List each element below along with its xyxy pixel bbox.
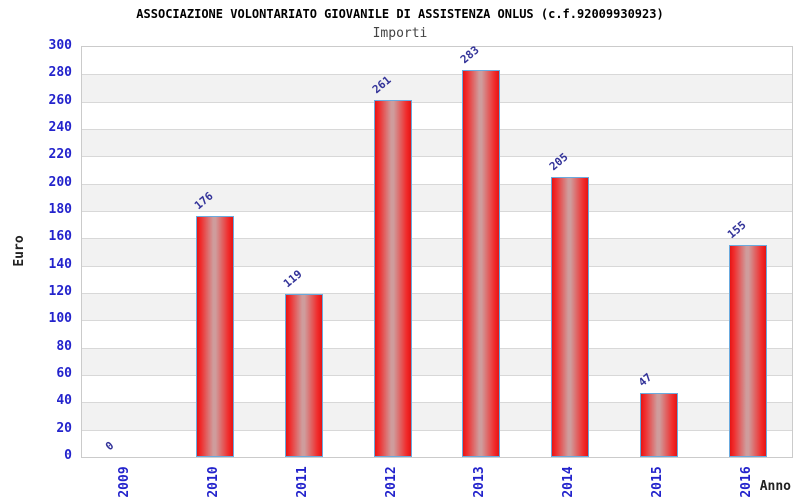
bar — [373, 100, 412, 457]
bar — [196, 216, 235, 457]
x-axis-label: Anno — [759, 479, 791, 494]
gridline — [82, 238, 792, 239]
gridline — [82, 293, 792, 294]
y-tick-label: 80 — [56, 338, 72, 354]
y-tick-label: 40 — [56, 393, 72, 409]
y-tick-label: 300 — [48, 38, 72, 53]
y-tick-label: 220 — [48, 147, 72, 163]
x-tick-label: 2010 — [206, 466, 222, 498]
bar — [551, 176, 590, 457]
x-tick-label: 2016 — [738, 466, 754, 498]
y-tick-label: 120 — [48, 284, 72, 299]
bar-value-label: 0 — [103, 439, 117, 454]
gridline — [82, 375, 792, 376]
bar — [462, 70, 501, 457]
plot-band — [82, 293, 792, 321]
y-tick-label: 20 — [56, 420, 72, 436]
y-tick-label: 140 — [48, 256, 72, 272]
x-tick-label: 2013 — [472, 466, 488, 498]
gridline — [82, 266, 792, 267]
y-tick-label: 100 — [48, 311, 72, 327]
x-tick-label: 2011 — [294, 466, 310, 498]
gridline — [82, 430, 792, 431]
bar — [639, 392, 678, 457]
gridline — [82, 129, 792, 130]
plot-band — [82, 129, 792, 157]
bar — [728, 245, 767, 457]
gridline — [82, 156, 792, 157]
plot-area: 0 176 119 261 283 205 47 155 — [81, 43, 793, 458]
chart-title: ASSOCIAZIONE VOLONTARIATO GIOVANILE DI A… — [136, 7, 664, 21]
chart-subtitle: Importi — [372, 26, 428, 41]
plot-band — [82, 74, 792, 102]
x-tick-label: 2012 — [383, 466, 399, 498]
bar-value-label: 283 — [458, 43, 482, 67]
x-tick-label: 2015 — [649, 466, 665, 498]
y-tick-label: 60 — [56, 366, 72, 381]
plot-band — [82, 347, 792, 375]
y-tick-label: 260 — [48, 92, 72, 108]
bar-value-label: 119 — [280, 267, 305, 291]
plot-band — [82, 238, 792, 266]
x-tick-label: 2009 — [117, 466, 133, 498]
plot-band — [82, 402, 792, 430]
gridline — [82, 74, 792, 75]
y-tick-label: 240 — [48, 120, 72, 135]
gridline — [82, 211, 792, 212]
x-tick-label: 2014 — [561, 466, 577, 498]
bar — [284, 294, 323, 457]
plot-band — [82, 183, 792, 211]
y-tick-label: 180 — [48, 202, 72, 217]
y-tick-label: 200 — [48, 174, 72, 190]
gridline — [82, 102, 792, 103]
y-tick-label: 160 — [48, 229, 72, 245]
gridline — [82, 348, 792, 349]
y-tick-label: 0 — [64, 448, 72, 463]
y-tick-label: 280 — [48, 65, 72, 81]
gridline — [82, 402, 792, 403]
gridline — [82, 184, 792, 185]
gridline — [82, 320, 792, 321]
